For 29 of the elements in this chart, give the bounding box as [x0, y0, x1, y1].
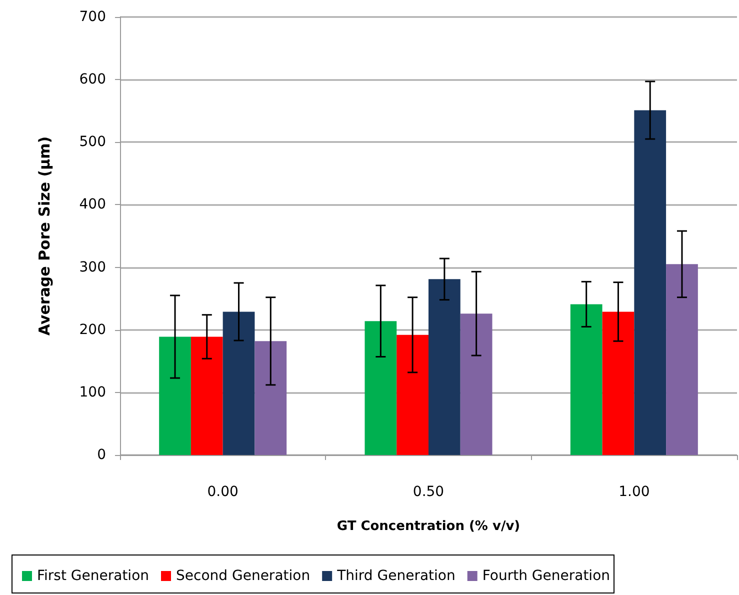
bar: [254, 341, 287, 455]
bar: [570, 304, 602, 455]
bar: [222, 312, 255, 455]
bar: [634, 110, 666, 455]
y-tick-label: 300: [79, 259, 106, 276]
bar: [364, 321, 397, 455]
bar: [460, 314, 492, 455]
y-tick-label: 400: [79, 196, 106, 213]
y-tick-label: 200: [79, 322, 106, 338]
bar: [159, 336, 191, 455]
bar: [666, 264, 698, 455]
y-axis-title: Average Pore Size (µm): [36, 136, 54, 336]
y-tick-label: 700: [79, 9, 106, 25]
y-tick-label: 600: [79, 72, 106, 88]
bar: [396, 334, 428, 455]
y-tick-label: 500: [79, 134, 106, 150]
bar: [428, 279, 460, 455]
x-tick-label: 0.00: [207, 484, 238, 500]
legend-label: Fourth Generation: [482, 568, 610, 584]
bar: [190, 336, 223, 455]
y-tick-label: 0: [97, 447, 106, 463]
x-axis-title: GT Concentration (% v/v): [336, 519, 520, 534]
legend-label: Second Generation: [176, 568, 310, 584]
legend-label: Third Generation: [336, 568, 456, 584]
x-tick-label: 0.50: [412, 484, 444, 500]
legend-label: First Generation: [37, 568, 150, 584]
x-tick-label: 1.00: [618, 484, 650, 500]
bar: [602, 312, 634, 455]
y-tick-label: 100: [79, 384, 106, 400]
